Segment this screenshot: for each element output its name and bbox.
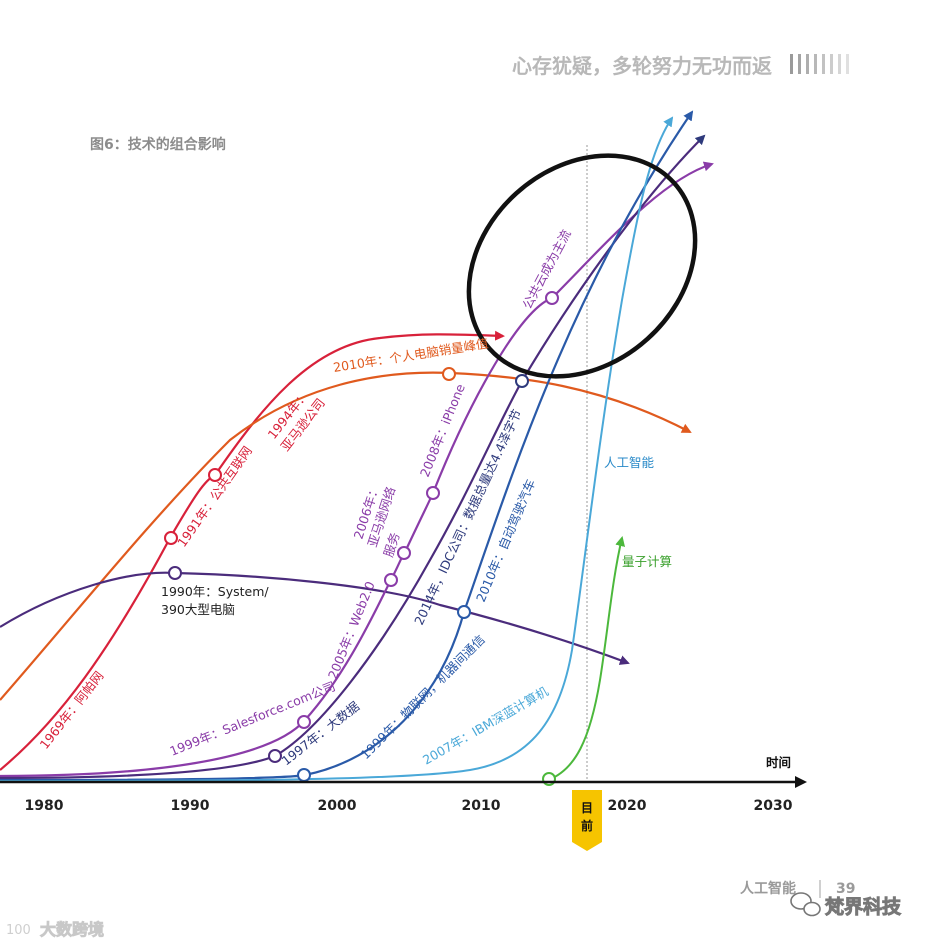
milestone-system390 [168,566,182,580]
watermark-left: 100 大数跨境 [6,920,104,940]
curve-mainframe [0,571,630,665]
milestone-self-driving [457,605,471,619]
milestone-pc-peak [442,367,456,381]
label-web20: 2005年：Web2.0 [325,579,378,681]
label-arpanet: 1969年：阿帕网 [37,668,107,752]
milestone-web20 [384,573,398,587]
milestone-iot [297,768,311,782]
year-2030: 2030 [754,798,793,814]
label-artificial-intelligence: 人工智能 [604,455,655,470]
milestone-iphone [426,486,440,500]
highlight-ellipse [466,153,698,379]
footer-page-number: 39 [836,881,855,897]
header-bars-decoration [790,54,849,74]
watermark-left-logo-icon: 100 [6,923,31,938]
milestone-salesforce [297,715,311,729]
milestone-idc [515,374,529,388]
curve-iot [0,110,694,782]
year-2020: 2020 [608,798,647,814]
year-1980: 1980 [25,798,64,814]
label-system390-line1: 1990年：System/ [161,584,269,599]
milestone-amazon [208,468,222,482]
year-2010: 2010 [462,798,501,814]
year-1990: 1990 [171,798,210,814]
milestone-cloud [545,291,559,305]
milestone-internet [164,531,178,545]
label-system390-line2: 390大型电脑 [161,602,235,617]
milestone-markers [164,291,559,786]
label-aws-line3: 服务 [381,531,403,559]
label-watson: 2007年：IBM深蓝计算机 [420,683,551,767]
milestone-bigdata [268,749,282,763]
figure-caption: 图6：技术的组合影响 [90,136,226,153]
watermark-right-text: 梵界科技 [825,895,902,918]
curve-big-data [0,134,706,780]
wechat-icon [790,892,821,917]
label-quantum-computing: 量子计算 [622,554,672,569]
year-2000: 2000 [318,798,357,814]
milestone-aws [397,546,411,560]
label-internet: 1991年：公共互联网 [174,443,255,549]
footer-section: 人工智能 [740,880,796,897]
watermark-left-text: 大数跨境 [40,920,104,939]
curve-quantum-computing [547,536,626,781]
label-pc-peak: 2010年：个人电脑销量峰值 [332,336,489,375]
now-marker-char1: 目 [581,801,593,815]
page-header-title: 心存犹疑，多轮努力无功而返 [512,54,772,78]
now-marker-char2: 前 [581,818,593,833]
watermark-right: 梵界科技 [790,892,902,918]
time-axis-label: 时间 [766,755,791,770]
now-marker: 目 前 [572,790,602,851]
